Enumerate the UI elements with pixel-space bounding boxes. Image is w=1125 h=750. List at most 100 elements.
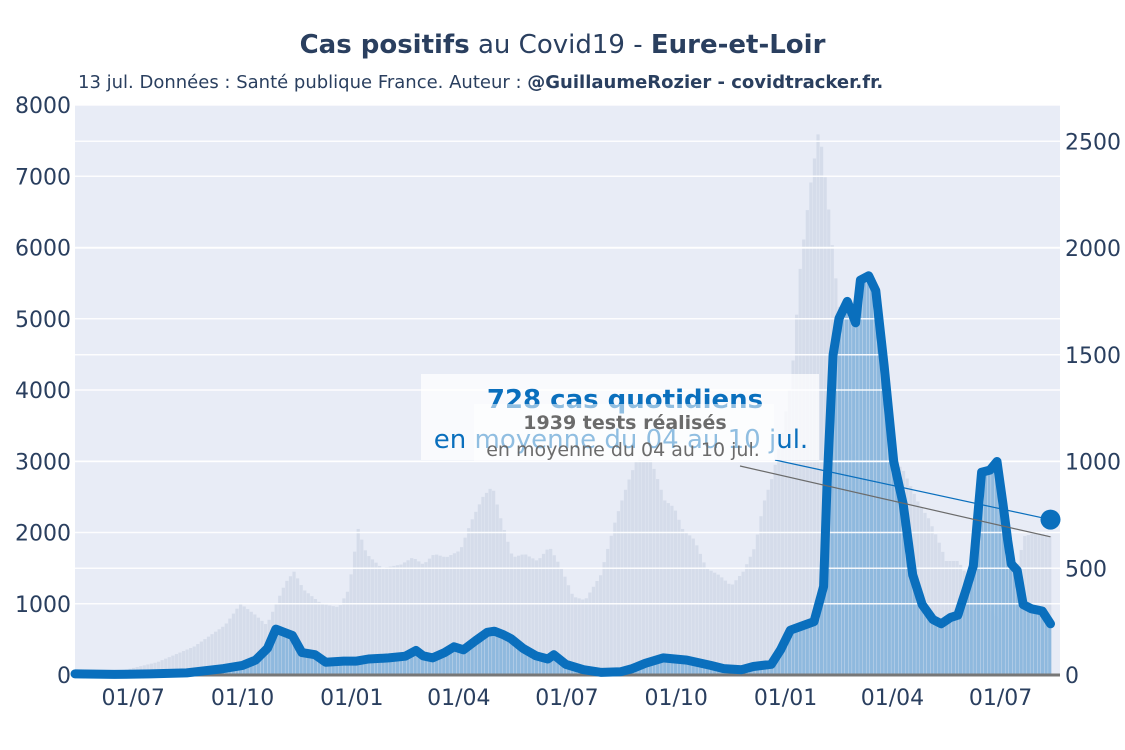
tests-bar <box>452 553 457 675</box>
cases-bars <box>75 277 1052 675</box>
cases-bar <box>980 485 984 675</box>
cases-bar <box>773 660 777 675</box>
cases-bar <box>499 633 503 675</box>
last-point-marker <box>1040 509 1061 530</box>
tests-annotation-period: en moyenne du 04 au 10 jul. <box>486 439 760 461</box>
cases-bar <box>944 621 948 675</box>
cases-bar <box>976 525 981 675</box>
tests-bar <box>477 504 481 675</box>
y-left-tick-label: 8000 <box>15 94 71 119</box>
cases-bar <box>684 659 688 675</box>
tests-bar <box>388 566 392 675</box>
cases-bar <box>509 638 514 675</box>
cases-bar <box>912 574 916 675</box>
tests-bar <box>438 555 442 675</box>
cases-bar <box>356 661 360 675</box>
tests-bar <box>720 577 724 675</box>
tests-bar <box>402 562 407 675</box>
cases-bar <box>552 655 556 675</box>
tests-bar <box>680 528 685 675</box>
tests-bar <box>324 604 328 675</box>
tests-bar <box>246 609 250 675</box>
cases-bar <box>238 665 243 675</box>
cases-bar <box>991 468 995 675</box>
cases-bar <box>306 653 310 675</box>
y-left-tick-label: 7000 <box>15 165 71 190</box>
tests-bar <box>627 479 631 675</box>
tests-bar <box>613 522 617 675</box>
tests-bar <box>606 548 610 675</box>
cases-bar <box>442 653 446 675</box>
cases-bar <box>527 651 531 675</box>
tests-bar <box>431 555 435 675</box>
tests-bar <box>338 605 342 675</box>
cases-bar <box>406 655 410 675</box>
cases-bar <box>470 644 474 675</box>
tests-bar <box>363 550 367 675</box>
tests-bar <box>206 636 211 675</box>
cases-bar <box>342 661 346 675</box>
cases-bar <box>477 639 481 675</box>
tests-bar <box>470 519 474 675</box>
title-part-3: Eure-et-Loir <box>650 30 826 60</box>
cases-bar <box>1026 606 1030 675</box>
cases-bar <box>249 662 253 675</box>
x-tick-label: 01/07 <box>102 686 165 711</box>
tests-bar <box>777 448 781 675</box>
cases-bar <box>923 606 927 675</box>
tests-bar <box>616 511 621 675</box>
tests-bar <box>210 634 214 675</box>
cases-bar <box>253 661 257 675</box>
tests-bar <box>217 629 221 675</box>
tests-bar <box>285 580 289 675</box>
cases-bar <box>520 646 524 675</box>
cases-bar <box>353 661 357 675</box>
tests-bar <box>242 606 246 675</box>
tests-bar <box>199 641 203 675</box>
tests-bar <box>574 597 578 675</box>
tests-bar <box>1040 534 1045 675</box>
tests-bar <box>524 554 528 675</box>
tests-bar <box>381 567 385 675</box>
tests-bar <box>196 644 200 675</box>
x-tick-label: 01/01 <box>754 686 817 711</box>
tests-bar <box>445 556 449 675</box>
cases-bar <box>759 665 763 675</box>
x-tick-label: 01/10 <box>645 686 708 711</box>
cases-bar <box>559 659 563 675</box>
cases-bar <box>987 470 991 675</box>
tests-bar <box>926 518 931 675</box>
cases-bar <box>278 630 282 675</box>
tests-bar <box>449 555 453 675</box>
tests-bar <box>156 661 161 675</box>
tests-bar <box>556 561 560 675</box>
tests-bar <box>345 591 350 675</box>
cases-bar <box>951 617 956 675</box>
cases-bar <box>331 661 335 675</box>
cases-bar <box>388 657 392 675</box>
tests-bar <box>310 596 314 675</box>
cases-bar <box>360 660 364 675</box>
cases-bar <box>762 665 767 675</box>
tests-bar <box>784 411 788 675</box>
tests-bar <box>791 360 795 675</box>
cases-bar <box>541 657 546 675</box>
cases-bar <box>830 406 834 675</box>
tests-bar <box>631 470 635 675</box>
tests-annotation-arrow <box>739 465 1051 538</box>
cases-line-path <box>70 271 1055 679</box>
cases-bar <box>452 647 457 675</box>
tests-bar <box>727 583 731 675</box>
tests-bar <box>420 563 424 675</box>
cases-bar <box>1033 609 1038 675</box>
cases-bar <box>320 658 325 675</box>
tests-bar <box>160 660 164 675</box>
tests-bar <box>641 453 645 675</box>
cases-bar <box>435 656 439 675</box>
cases-bar <box>456 647 460 675</box>
tests-bar <box>773 464 777 675</box>
subtitle-text: 13 jul. Données : Santé publique France.… <box>78 72 528 93</box>
cases-bar <box>852 313 856 675</box>
tests-bar <box>296 578 300 675</box>
tests-bar <box>492 490 496 675</box>
